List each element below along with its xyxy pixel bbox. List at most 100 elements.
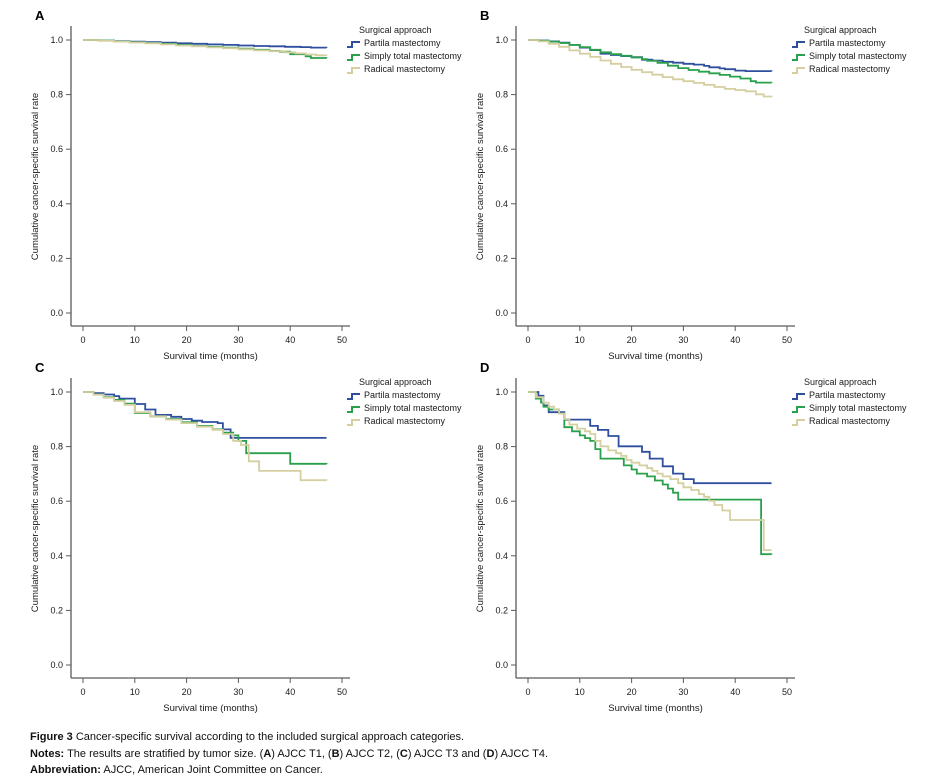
legend-item-partial: Partila mastectomy bbox=[346, 389, 481, 402]
legend-item-label: Partila mastectomy bbox=[364, 390, 441, 400]
km-step-swatch-icon bbox=[347, 392, 360, 400]
legend-item-label: Partila mastectomy bbox=[809, 38, 886, 48]
svg-text:0: 0 bbox=[80, 687, 85, 697]
svg-text:1.0: 1.0 bbox=[50, 35, 63, 45]
svg-text:0.8: 0.8 bbox=[50, 442, 63, 452]
svg-text:10: 10 bbox=[575, 687, 585, 697]
survival-plot-c: 0.0 0.2 0.4 0.6 0.8 1.0 0 10 20 30 40 50 Survival ti… bbox=[30, 378, 350, 714]
km-step-swatch-icon bbox=[347, 53, 360, 61]
legend-item-label: Partila mastectomy bbox=[364, 38, 441, 48]
y-axis-title: Cumulative cancer-specific survival rate bbox=[475, 93, 486, 260]
svg-text:40: 40 bbox=[730, 335, 740, 345]
svg-text:10: 10 bbox=[575, 335, 585, 345]
km-curve-simple bbox=[528, 391, 773, 556]
legend-item-simple: Simply total mastectomy bbox=[791, 50, 925, 63]
km-step-swatch-icon bbox=[347, 66, 360, 74]
svg-text:50: 50 bbox=[782, 687, 792, 697]
legend-a: Surgical approach Partila mastectomy Simpl… bbox=[346, 24, 481, 76]
caption-abbreviation: Abbreviation: AJCC, American Joint Commi… bbox=[30, 764, 323, 776]
svg-text:10: 10 bbox=[130, 687, 140, 697]
y-axis-title: Cumulative cancer-specific survival rate bbox=[30, 93, 41, 260]
svg-text:40: 40 bbox=[730, 687, 740, 697]
y-axis-ticks: 0.0 0.2 0.4 0.6 0.8 1.0 bbox=[50, 35, 71, 318]
km-step-swatch-icon bbox=[792, 418, 805, 426]
svg-text:30: 30 bbox=[678, 687, 688, 697]
x-axis-ticks: 0 10 20 30 40 50 bbox=[525, 326, 792, 345]
km-step-swatch-icon bbox=[792, 66, 805, 74]
figure-caption: Figure 3 Cancer-specific survival accord… bbox=[30, 729, 548, 779]
survival-plot-b: 0.0 0.2 0.4 0.6 0.8 1.0 0 10 20 30 40 50 Survival ti… bbox=[475, 26, 795, 362]
svg-text:0.4: 0.4 bbox=[495, 551, 508, 561]
survival-plot-d: 0.0 0.2 0.4 0.6 0.8 1.0 0 10 20 30 40 50 Survival ti… bbox=[475, 378, 795, 714]
panel-c: C 0.0 0.2 0.4 0.6 0.8 1.0 0 10 20 30 40 50 Survival … bbox=[28, 358, 481, 714]
svg-text:20: 20 bbox=[627, 687, 637, 697]
svg-text:0.8: 0.8 bbox=[495, 90, 508, 100]
svg-text:0.4: 0.4 bbox=[495, 199, 508, 209]
legend-title: Surgical approach bbox=[359, 25, 432, 35]
svg-text:0.0: 0.0 bbox=[495, 660, 508, 670]
caption-figure-title: Figure 3 Cancer-specific survival accord… bbox=[30, 731, 465, 743]
svg-text:50: 50 bbox=[337, 335, 347, 345]
svg-text:40: 40 bbox=[285, 335, 295, 345]
legend-item-label: Simply total mastectomy bbox=[809, 403, 907, 413]
svg-text:0.4: 0.4 bbox=[50, 551, 63, 561]
km-step-swatch-icon bbox=[792, 392, 805, 400]
svg-text:0.6: 0.6 bbox=[495, 144, 508, 154]
x-axis-title: Survival time (months) bbox=[608, 703, 703, 714]
km-step-swatch-icon bbox=[347, 405, 360, 413]
km-curve-radical bbox=[83, 391, 328, 482]
legend-b: Surgical approach Partila mastectomy Simpl… bbox=[791, 24, 925, 76]
svg-text:40: 40 bbox=[285, 687, 295, 697]
svg-text:1.0: 1.0 bbox=[50, 387, 63, 397]
svg-text:30: 30 bbox=[233, 335, 243, 345]
y-axis-ticks: 0.0 0.2 0.4 0.6 0.8 1.0 bbox=[50, 387, 71, 670]
legend-item-label: Radical mastectomy bbox=[809, 416, 891, 426]
caption-notes: Notes: The results are stratified by tum… bbox=[30, 747, 549, 760]
svg-text:0.2: 0.2 bbox=[495, 605, 508, 615]
legend-item-label: Radical mastectomy bbox=[364, 64, 446, 74]
km-curve-simple bbox=[83, 391, 328, 465]
y-axis-ticks: 0.0 0.2 0.4 0.6 0.8 1.0 bbox=[495, 387, 516, 670]
svg-text:20: 20 bbox=[182, 335, 192, 345]
x-axis-ticks: 0 10 20 30 40 50 bbox=[80, 678, 347, 697]
svg-text:0.4: 0.4 bbox=[50, 199, 63, 209]
km-curve-simple bbox=[83, 39, 328, 59]
legend-item-simple: Simply total mastectomy bbox=[346, 402, 481, 415]
km-step-swatch-icon bbox=[347, 40, 360, 48]
legend-item-label: Simply total mastectomy bbox=[809, 51, 907, 61]
svg-text:0.6: 0.6 bbox=[50, 144, 63, 154]
legend-item-label: Radical mastectomy bbox=[364, 416, 446, 426]
svg-text:0.6: 0.6 bbox=[50, 496, 63, 506]
km-step-swatch-icon bbox=[792, 405, 805, 413]
legend-item-partial: Partila mastectomy bbox=[791, 389, 925, 402]
survival-plot-a: 0.0 0.2 0.4 0.6 0.8 1.0 0 10 20 30 40 50 Survival ti… bbox=[30, 26, 350, 362]
legend-item-simple: Simply total mastectomy bbox=[791, 402, 925, 415]
svg-text:50: 50 bbox=[337, 687, 347, 697]
svg-text:10: 10 bbox=[130, 335, 140, 345]
legend-title: Surgical approach bbox=[804, 377, 877, 387]
legend-d: Surgical approach Partila mastectomy Simpl… bbox=[791, 376, 925, 428]
y-axis-title: Cumulative cancer-specific survival rate bbox=[30, 445, 41, 612]
km-curve-radical bbox=[528, 391, 772, 551]
legend-item-simple: Simply total mastectomy bbox=[346, 50, 481, 63]
km-curve-partial bbox=[528, 391, 772, 485]
km-curve-partial bbox=[83, 391, 327, 439]
panel-b: B 0.0 0.2 0.4 0.6 0.8 1.0 0 10 20 30 40 50 Survival … bbox=[473, 6, 925, 362]
km-step-swatch-icon bbox=[792, 40, 805, 48]
legend-item-radical: Radical mastectomy bbox=[791, 415, 925, 428]
panel-c-label: C bbox=[35, 360, 45, 375]
y-axis-title: Cumulative cancer-specific survival rate bbox=[475, 445, 486, 612]
x-axis-ticks: 0 10 20 30 40 50 bbox=[80, 326, 347, 345]
svg-text:1.0: 1.0 bbox=[495, 35, 508, 45]
svg-text:0: 0 bbox=[525, 687, 530, 697]
legend-title: Surgical approach bbox=[804, 25, 877, 35]
legend-item-partial: Partila mastectomy bbox=[791, 37, 925, 50]
x-axis-title: Survival time (months) bbox=[163, 703, 258, 714]
svg-text:0: 0 bbox=[80, 335, 85, 345]
svg-text:0.8: 0.8 bbox=[50, 90, 63, 100]
legend-item-label: Simply total mastectomy bbox=[364, 51, 462, 61]
panel-a: A 0.0 0.2 0.4 0.6 0.8 1.0 0 10 20 30 40 50 Survival … bbox=[28, 6, 481, 362]
panel-d: D 0.0 0.2 0.4 0.6 0.8 1.0 0 10 20 30 40 50 Survival … bbox=[473, 358, 925, 714]
legend-item-label: Simply total mastectomy bbox=[364, 403, 462, 413]
legend-item-radical: Radical mastectomy bbox=[346, 415, 481, 428]
